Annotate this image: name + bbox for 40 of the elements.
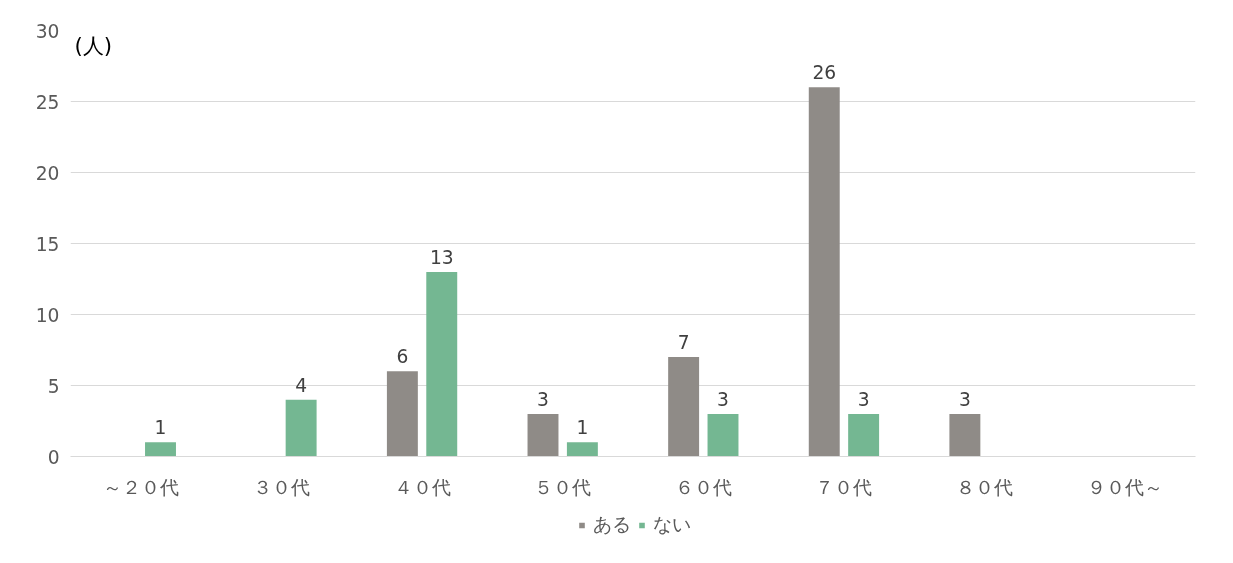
y-axis-title: (人) [74,32,113,58]
bar [668,357,700,457]
bar [527,413,559,457]
bar [285,399,317,457]
x-tick-label: ９０代～ [1087,476,1164,498]
x-tick-label: ８０代 [956,476,1014,498]
x-tick-label: ４０代 [393,476,451,498]
bar [707,413,739,457]
bar [426,271,458,457]
bar [848,413,880,457]
x-tick-label: ～２０代 [102,476,179,498]
data-label: 26 [812,62,837,84]
bar [808,87,840,457]
x-tick-label: ５０代 [534,476,592,498]
x-tick-label: ７０代 [815,476,873,498]
y-tick-label: 30 [35,20,60,42]
legend-label: ある [593,513,631,537]
bar [566,442,598,457]
data-label: 13 [429,246,454,268]
legend-label: ない [653,513,691,537]
y-tick-label: 15 [35,233,60,255]
y-tick-label: 5 [47,375,60,397]
data-label: 3 [857,388,870,410]
data-label: 1 [154,417,167,439]
bar [949,413,981,457]
data-label: 7 [677,332,690,354]
y-tick-label: 20 [35,162,60,184]
y-tick-label: 0 [47,446,60,468]
y-tick-label: 25 [35,91,60,113]
data-label: 6 [396,346,409,368]
data-label: 3 [537,388,549,410]
bar [145,442,176,457]
data-label: 3 [717,388,729,410]
x-tick-label: ３０代 [252,476,310,498]
data-label: 3 [958,388,971,410]
x-tick-label: ６０代 [674,476,732,498]
y-tick-label: 10 [35,304,60,326]
bar [386,371,418,457]
data-label: 1 [576,417,589,439]
data-label: 4 [295,374,308,396]
